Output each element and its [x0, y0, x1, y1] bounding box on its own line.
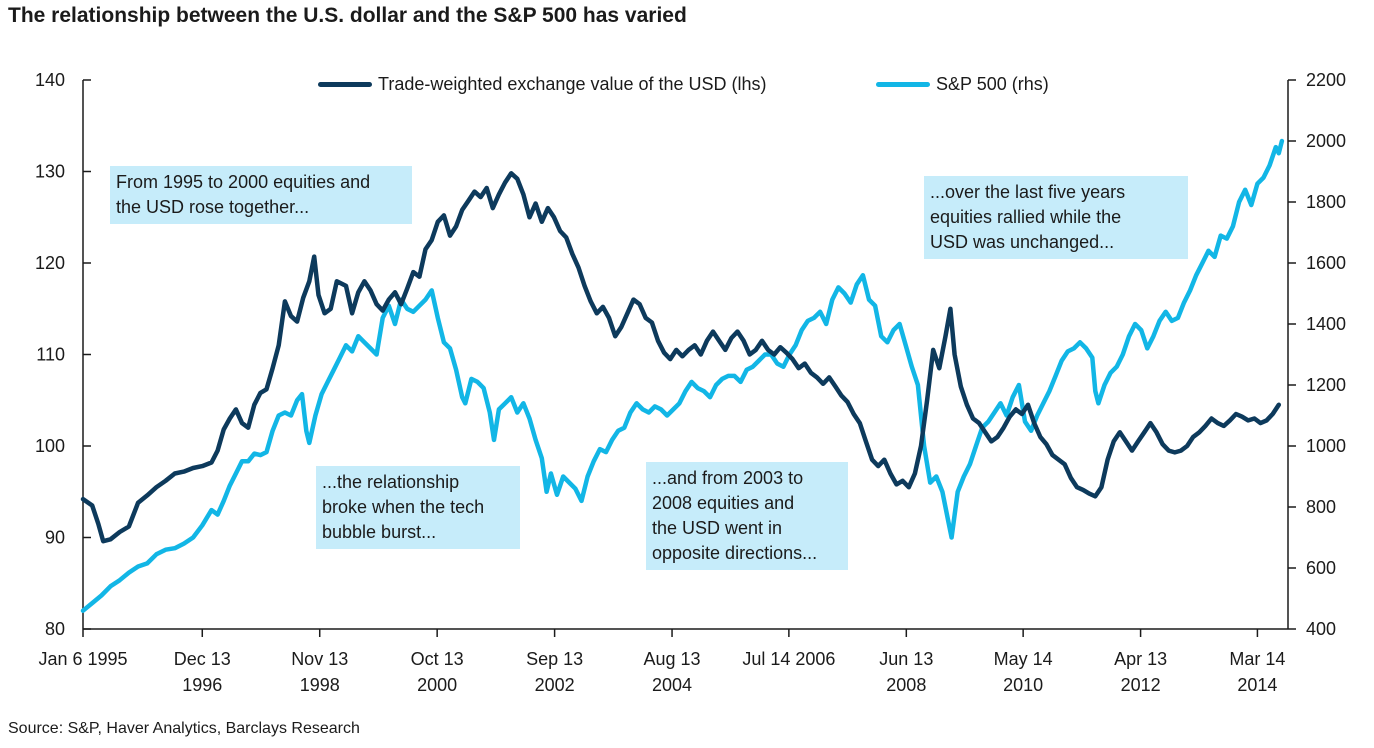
y-right-tick-label: 600 [1306, 558, 1336, 578]
y-left-tick-label: 120 [35, 253, 65, 273]
x-tick: Mar 14 2014 [1229, 629, 1285, 695]
legend-label-sp500: S&P 500 (rhs) [936, 74, 1049, 94]
legend-item-usd: Trade-weighted exchange value of the USD… [318, 74, 767, 95]
y-right-tick: 800 [1288, 497, 1336, 517]
y-right-tick: 1800 [1288, 192, 1346, 212]
annotation-last-five-years: ...over the last five years equities ral… [924, 176, 1188, 259]
y-right-tick: 600 [1288, 558, 1336, 578]
x-tick-label: 2002 [535, 675, 575, 695]
series-line-sp500 [80, 138, 1285, 613]
x-tick: Oct 13 2000 [411, 629, 464, 695]
y-left-tick: 140 [35, 70, 91, 90]
x-tick-label: 2008 [886, 675, 926, 695]
legend-swatch-usd [318, 82, 372, 87]
annotation-line: the USD went in [652, 518, 783, 538]
y-right-tick-label: 800 [1306, 497, 1336, 517]
x-tick-label: Jan 6 1995 [38, 649, 127, 669]
x-tick-label: 1996 [182, 675, 222, 695]
y-right-tick: 1400 [1288, 314, 1346, 334]
y-right-tick-label: 400 [1306, 619, 1336, 639]
page-title: The relationship between the U.S. dollar… [8, 4, 687, 27]
y-left-tick-label: 100 [35, 436, 65, 456]
x-tick: Jul 14 2006 [742, 629, 835, 669]
y-left-tick-label: 80 [45, 619, 65, 639]
x-tick: Dec 13 1996 [174, 629, 231, 695]
x-tick-label: May 14 [994, 649, 1053, 669]
y-right-tick-label: 1000 [1306, 436, 1346, 456]
x-tick: Aug 13 2004 [644, 629, 701, 695]
x-tick-label: 2004 [652, 675, 692, 695]
x-tick-label: Jul 14 2006 [742, 649, 835, 669]
x-tick-label: Oct 13 [411, 649, 464, 669]
x-tick-label: Sep 13 [526, 649, 583, 669]
legend-label-usd: Trade-weighted exchange value of the USD… [378, 74, 767, 94]
legend-swatch-sp500 [876, 82, 930, 87]
y-right-tick-label: 1800 [1306, 192, 1346, 212]
x-tick-label: 2010 [1003, 675, 1043, 695]
y-right-tick-label: 2200 [1306, 70, 1346, 90]
y-left-tick-label: 140 [35, 70, 65, 90]
annotation-line: opposite directions... [652, 543, 818, 563]
x-tick: Sep 13 2002 [526, 629, 583, 695]
y-left-tick: 120 [35, 253, 91, 273]
chart-series [80, 138, 1285, 613]
x-tick-label: Nov 13 [291, 649, 348, 669]
y-left-tick: 110 [36, 345, 91, 365]
annotation-line: bubble burst... [322, 522, 437, 542]
y-right-tick: 1600 [1288, 253, 1346, 273]
annotation-line: USD was unchanged... [930, 232, 1115, 252]
x-tick-label: Apr 13 [1114, 649, 1167, 669]
y-left-tick: 80 [45, 619, 91, 639]
x-tick: Apr 13 2012 [1114, 629, 1167, 695]
y-right-tick: 1000 [1288, 436, 1346, 456]
annotation-line: From 1995 to 2000 equities and [116, 172, 371, 192]
y-right-tick-label: 2000 [1306, 131, 1346, 151]
x-tick-label: 2014 [1237, 675, 1277, 695]
x-tick-label: 2000 [417, 675, 457, 695]
x-tick-label: 2012 [1121, 675, 1161, 695]
x-tick-label: Dec 13 [174, 649, 231, 669]
x-tick: May 14 2010 [994, 629, 1053, 695]
annotation-2003-2008: ...and from 2003 to 2008 equities and th… [646, 462, 848, 570]
y-left-tick-label: 90 [45, 528, 65, 548]
y-right-tick: 2000 [1288, 131, 1346, 151]
x-tick: Jan 6 1995 [38, 629, 128, 669]
x-tick-label: Mar 14 [1229, 649, 1285, 669]
annotation-1995-2000: From 1995 to 2000 equities and the USD r… [110, 166, 412, 224]
annotation-line: equities rallied while the [930, 207, 1122, 227]
y-right-tick-label: 1600 [1306, 253, 1346, 273]
y-right-tick: 1200 [1288, 375, 1346, 395]
y-left-tick-label: 130 [35, 162, 65, 182]
series-line-usd [80, 171, 1282, 544]
y-left-tick: 100 [35, 436, 91, 456]
annotation-line: broke when the tech [322, 497, 485, 517]
chart-axes: 80 90 100 110 120 130 140 400 600 800 1000 1200 1400… [35, 70, 1346, 695]
x-tick: Jun 13 2008 [879, 629, 933, 695]
x-tick-label: 1998 [300, 675, 340, 695]
y-right-tick-label: 1200 [1306, 375, 1346, 395]
y-right-tick: 2200 [1288, 70, 1346, 90]
annotation-line: ...over the last five years [930, 182, 1126, 202]
x-tick-label: Aug 13 [644, 649, 701, 669]
annotation-tech-bubble: ...the relationship broke when the tech … [316, 466, 520, 549]
annotation-line: 2008 equities and [652, 493, 795, 513]
source-note: Source: S&P, Haver Analytics, Barclays R… [8, 720, 360, 737]
x-tick-label: Jun 13 [879, 649, 933, 669]
annotation-line: the USD rose together... [116, 197, 310, 217]
annotation-line: ...the relationship [322, 472, 460, 492]
x-tick: Nov 13 1998 [291, 629, 348, 695]
y-left-tick-label: 110 [36, 345, 65, 365]
legend-item-sp500: S&P 500 (rhs) [876, 74, 1049, 95]
y-right-tick: 400 [1288, 619, 1336, 639]
y-left-tick: 130 [35, 162, 91, 182]
y-right-tick-label: 1400 [1306, 314, 1346, 334]
annotation-line: ...and from 2003 to [652, 468, 804, 488]
y-left-tick: 90 [45, 528, 91, 548]
